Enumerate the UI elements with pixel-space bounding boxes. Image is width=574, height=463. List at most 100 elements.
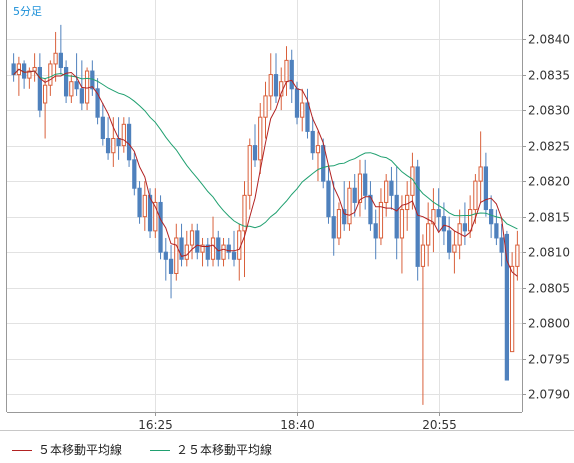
y-tick-label-2: 2.0800 — [528, 317, 570, 331]
candle-body-44 — [242, 194, 247, 232]
candle-body-30 — [168, 258, 174, 274]
candle-body-13 — [79, 88, 84, 104]
candle-body-22 — [126, 123, 132, 161]
candle-body-6 — [42, 84, 48, 104]
candle-body-83 — [447, 230, 452, 253]
price-chart: 2.0790 2.0795 2.0800 2.0805 2.0810 2.0815 2.08… — [6, 0, 570, 430]
candle-body-58 — [315, 145, 321, 154]
candle-body-11 — [69, 81, 74, 97]
candle-body-78 — [420, 244, 426, 267]
y-tick-label-3: 2.0805 — [528, 282, 570, 296]
y-tick-label-0: 2.0790 — [528, 388, 570, 402]
candle-body-49 — [268, 74, 273, 97]
candle-body-63 — [342, 209, 347, 225]
candle-body-66 — [357, 173, 363, 203]
candle-body-60 — [326, 180, 331, 218]
candle-body-62 — [336, 209, 342, 239]
y-tick-label-9: 2.0835 — [528, 69, 570, 83]
candle-body-24 — [137, 187, 142, 218]
y-tick-label-6: 2.0820 — [528, 175, 570, 189]
ma25-line — [13, 68, 518, 230]
candle-body-20 — [116, 138, 121, 147]
candle-body-42 — [231, 251, 237, 260]
y-tick-label-7: 2.0825 — [528, 140, 570, 154]
x-tick-label-1: 18:40 — [280, 418, 315, 430]
candle-body-81 — [436, 209, 441, 218]
candle-body-77 — [415, 166, 420, 267]
candle-body-73 — [394, 194, 399, 239]
candle-body-93 — [499, 237, 504, 253]
candle-body-39 — [216, 237, 221, 260]
candle-body-9 — [58, 52, 63, 68]
candle-body-48 — [263, 95, 268, 118]
moving-average-layer — [13, 68, 518, 277]
y-tick-label-10: 2.0840 — [528, 33, 570, 47]
candle-body-71 — [384, 180, 389, 203]
candle-body-19 — [111, 138, 116, 154]
candle-body-75 — [405, 194, 410, 211]
candle-body-69 — [373, 223, 378, 239]
candle-body-29 — [163, 251, 168, 260]
candle-body-95 — [510, 265, 515, 353]
candle-body-46 — [252, 145, 258, 161]
candle-body-8 — [53, 52, 58, 65]
candle-body-80 — [431, 209, 436, 225]
candle-body-82 — [441, 216, 447, 232]
candle-body-28 — [158, 201, 163, 253]
candle-body-68 — [368, 194, 373, 225]
candle-body-45 — [247, 145, 252, 196]
x-tick-label-2: 20:55 — [422, 418, 457, 430]
candle-layer — [11, 24, 520, 405]
candle-body-25 — [142, 194, 147, 218]
candle-body-91 — [489, 209, 494, 225]
legend-label-ma25: ２５本移動平均線 — [176, 443, 273, 457]
candle-body-67 — [363, 173, 368, 196]
candle-body-36 — [200, 244, 205, 253]
candle-body-16 — [95, 88, 100, 118]
legend-item-ma25: ２５本移動平均線 — [150, 441, 272, 458]
candle-body-64 — [347, 187, 352, 225]
candle-body-86 — [462, 223, 468, 232]
legend: ５本移動平均線 ２５本移動平均線 — [0, 430, 574, 463]
candle-body-59 — [321, 145, 326, 182]
y-tick-label-5: 2.0815 — [528, 211, 570, 225]
candle-body-56 — [305, 102, 310, 132]
candle-body-89 — [478, 166, 483, 182]
candle-body-7 — [48, 63, 53, 86]
candle-body-96 — [515, 244, 520, 267]
candle-body-34 — [189, 230, 195, 246]
candle-body-47 — [258, 116, 263, 161]
candle-body-43 — [237, 230, 242, 260]
y-tick-label-8: 2.0830 — [528, 104, 570, 118]
y-tick-label-4: 2.0810 — [528, 246, 570, 260]
legend-swatch-ma25 — [150, 450, 170, 451]
candle-body-31 — [174, 237, 179, 274]
candle-body-94 — [504, 233, 510, 381]
candle-body-87 — [468, 209, 473, 232]
y-tick-label-1: 2.0795 — [528, 353, 570, 367]
candle-body-33 — [184, 244, 189, 260]
candle-body-92 — [494, 223, 499, 239]
candle-body-61 — [331, 216, 336, 239]
candle-body-21 — [121, 123, 126, 147]
candle-body-40 — [221, 244, 226, 260]
candle-body-88 — [473, 180, 478, 211]
candle-body-72 — [389, 180, 394, 196]
candle-body-10 — [63, 66, 69, 97]
candle-body-17 — [100, 116, 105, 140]
candle-body-50 — [273, 74, 279, 97]
candle-body-14 — [84, 70, 90, 104]
candle-body-41 — [226, 244, 231, 253]
legend-item-ma5: ５本移動平均線 — [12, 441, 122, 458]
candle-body-57 — [310, 130, 315, 154]
x-tick-label-0: 16:25 — [138, 418, 173, 430]
candle-body-54 — [294, 88, 300, 118]
candle-body-35 — [195, 230, 200, 253]
candle-body-38 — [210, 237, 216, 260]
candle-body-32 — [179, 237, 184, 260]
candle-body-55 — [300, 102, 305, 118]
candle-body-18 — [105, 138, 111, 154]
candle-body-84 — [452, 244, 457, 253]
candle-body-37 — [205, 244, 210, 260]
candle-body-27 — [153, 201, 158, 232]
